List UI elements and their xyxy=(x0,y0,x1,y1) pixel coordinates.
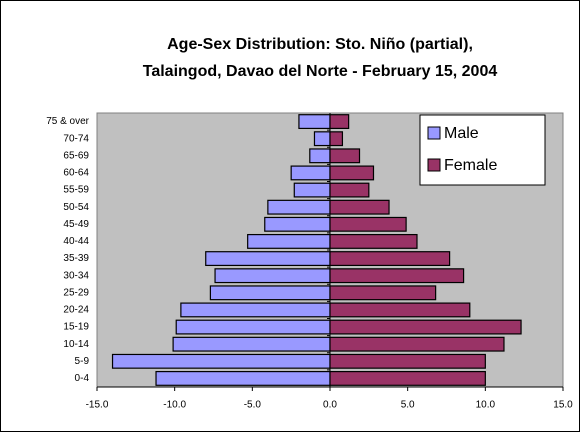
y-tick-label: 10-14 xyxy=(63,339,89,350)
y-tick-label: 65-69 xyxy=(63,150,89,161)
y-tick-label: 50-54 xyxy=(63,202,89,213)
y-tick-label: 70-74 xyxy=(63,133,89,144)
y-tick-label: 20-24 xyxy=(63,305,89,316)
bar xyxy=(329,216,407,232)
bar xyxy=(329,251,451,267)
y-tick-label: 60-64 xyxy=(63,168,89,179)
y-tick-label: 30-34 xyxy=(63,270,89,281)
bar xyxy=(298,114,331,130)
bar xyxy=(329,336,505,352)
y-tick-label: 55-59 xyxy=(63,185,89,196)
bar xyxy=(329,285,437,301)
bar xyxy=(329,233,418,249)
y-tick-label: 0-4 xyxy=(75,373,90,384)
y-tick-label: 40-44 xyxy=(63,236,89,247)
chart-title: Age-Sex Distribution: Sto. Niño (partial… xyxy=(167,36,473,53)
bar xyxy=(214,268,331,284)
bar xyxy=(329,165,375,181)
y-tick-label: 15-19 xyxy=(63,322,89,333)
bar xyxy=(264,216,331,232)
bar xyxy=(313,131,331,147)
x-tick-label: -10.0 xyxy=(163,400,186,411)
y-tick-label: 75 & over xyxy=(46,116,89,127)
legend-box xyxy=(419,114,546,186)
bar xyxy=(267,199,331,215)
x-tick-label: 0.0 xyxy=(323,400,337,411)
x-tick-label: 15.0 xyxy=(553,400,573,411)
legend-label: Female xyxy=(444,157,497,174)
legend-label: Male xyxy=(444,125,479,142)
legend-swatch xyxy=(427,126,441,140)
bar xyxy=(180,302,331,318)
bar xyxy=(247,233,331,249)
y-tick-label: 25-29 xyxy=(63,287,89,298)
bar xyxy=(172,336,331,352)
bar xyxy=(309,148,331,164)
y-tick-label: 45-49 xyxy=(63,219,89,230)
bar xyxy=(293,182,331,198)
y-tick-label: 35-39 xyxy=(63,253,89,264)
bar xyxy=(329,182,370,198)
x-tick-label: 5.0 xyxy=(401,400,415,411)
y-tick-label: 5-9 xyxy=(75,356,90,367)
bar xyxy=(329,148,361,164)
legend-swatch xyxy=(427,158,441,172)
x-tick-label: 10.0 xyxy=(476,400,496,411)
bar xyxy=(329,114,350,130)
bar xyxy=(329,268,465,284)
bar xyxy=(329,319,522,335)
bar xyxy=(155,370,331,386)
bar xyxy=(329,302,471,318)
bar xyxy=(111,353,331,369)
x-tick-label: -15.0 xyxy=(86,400,109,411)
bar xyxy=(329,131,344,147)
bar xyxy=(329,353,486,369)
bar xyxy=(175,319,331,335)
bar xyxy=(329,370,486,386)
bar xyxy=(205,251,331,267)
x-tick-label: -5.0 xyxy=(244,400,262,411)
bar xyxy=(209,285,331,301)
chart-title: Talaingod, Davao del Norte - February 15… xyxy=(143,63,498,80)
bar xyxy=(290,165,331,181)
bar xyxy=(329,199,390,215)
